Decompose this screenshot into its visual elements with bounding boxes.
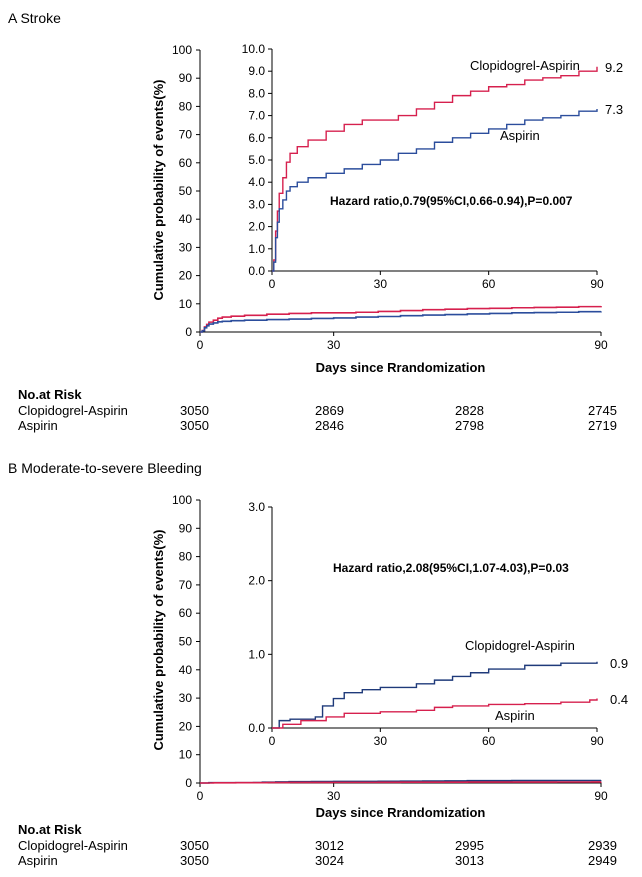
risk-value: 2949	[588, 853, 617, 868]
y-tick-label: 70	[179, 578, 193, 592]
series-end-value: 0.9	[610, 656, 628, 671]
series-label: Clopidogrel-Aspirin	[470, 58, 580, 73]
risk-value: 3012	[315, 838, 344, 853]
y-tick-label: 40	[179, 212, 193, 226]
inset-y-tick-label: 2.0	[248, 220, 265, 234]
inset-y-tick-label: 6.0	[248, 131, 265, 145]
y-tick-label: 100	[172, 493, 192, 507]
panel-a-title: A Stroke	[8, 10, 61, 26]
y-tick-label: 20	[179, 719, 193, 733]
risk-value: 2828	[455, 403, 484, 418]
y-tick-label: 20	[179, 269, 193, 283]
risk-row-label: Aspirin	[18, 853, 58, 868]
y-tick-label: 70	[179, 128, 193, 142]
inset-y-tick-label: 3.0	[248, 197, 265, 211]
x-tick-label: 0	[197, 789, 204, 803]
risk-value: 3050	[180, 838, 209, 853]
risk-value: 3013	[455, 853, 484, 868]
series-line-inset	[272, 108, 598, 272]
x-axis-label: Days since Rrandomization	[316, 805, 486, 820]
inset-x-tick-label: 90	[590, 277, 604, 291]
inset-y-tick-label: 9.0	[248, 64, 265, 78]
series-line-inset	[272, 66, 598, 272]
inset-x-tick-label: 0	[269, 734, 276, 748]
y-tick-label: 90	[179, 521, 193, 535]
risk-value: 2719	[588, 418, 617, 433]
risk-value: 3050	[180, 403, 209, 418]
inset-y-tick-label: 8.0	[248, 86, 265, 100]
y-tick-label: 90	[179, 71, 193, 85]
inset-x-tick-label: 0	[269, 277, 276, 291]
risk-value: 2939	[588, 838, 617, 853]
risk-value: 2846	[315, 418, 344, 433]
y-tick-label: 50	[179, 184, 193, 198]
series-end-value: 7.3	[605, 102, 623, 117]
y-tick-label: 60	[179, 156, 193, 170]
series-label: Clopidogrel-Aspirin	[465, 638, 575, 653]
risk-value: 3050	[180, 853, 209, 868]
series-end-value: 9.2	[605, 60, 623, 75]
inset-y-tick-label: 1.0	[248, 647, 265, 661]
risk-value: 2798	[455, 418, 484, 433]
y-axis-label: Cumulative probability of events(%)	[151, 529, 166, 750]
panel-b-title: B Moderate-to-severe Bleeding	[8, 460, 202, 476]
risk-value: 2995	[455, 838, 484, 853]
risk-table-header: No.at Risk	[18, 822, 82, 837]
y-tick-label: 30	[179, 691, 193, 705]
x-tick-label: 30	[327, 338, 341, 352]
inset-x-tick-label: 30	[374, 734, 388, 748]
risk-table-header: No.at Risk	[18, 387, 82, 402]
inset-y-tick-label: 4.0	[248, 175, 265, 189]
x-tick-label: 30	[327, 789, 341, 803]
inset-y-tick-label: 10.0	[242, 42, 266, 56]
risk-value: 2745	[588, 403, 617, 418]
hazard-ratio-annotation: Hazard ratio,2.08(95%CI,1.07-4.03),P=0.0…	[333, 561, 569, 575]
risk-value: 2869	[315, 403, 344, 418]
series-line-main	[200, 781, 602, 784]
y-tick-label: 100	[172, 43, 192, 57]
y-tick-label: 80	[179, 550, 193, 564]
y-tick-label: 10	[179, 297, 193, 311]
series-end-value: 0.4	[610, 692, 628, 707]
inset-x-tick-label: 60	[482, 734, 496, 748]
inset-y-tick-label: 0.0	[248, 721, 265, 735]
y-tick-label: 60	[179, 606, 193, 620]
series-line-inset	[272, 698, 598, 729]
bleeding-chart: 0 10 20 30 40 50 60 70 80 90 100 0 30 90 Days since Rr…	[151, 493, 628, 820]
risk-row-label: Clopidogrel-Aspirin	[18, 403, 128, 418]
inset-y-tick-label: 5.0	[248, 153, 265, 167]
inset-x-tick-label: 90	[590, 734, 604, 748]
risk-row-label: Aspirin	[18, 418, 58, 433]
series-label: Aspirin	[495, 708, 535, 723]
hazard-ratio-annotation: Hazard ratio,0.79(95%CI,0.66-0.94),P=0.0…	[330, 194, 573, 208]
risk-row-label: Clopidogrel-Aspirin	[18, 838, 128, 853]
inset-y-tick-label: 0.0	[248, 264, 265, 278]
x-tick-label: 90	[594, 338, 608, 352]
inset-x-tick-label: 60	[482, 277, 496, 291]
series-line-main	[200, 310, 602, 333]
y-tick-label: 80	[179, 99, 193, 113]
stroke-chart: 0 10 20 30 40 50 60 70 80 90 100 0 30 90 Days since Rr…	[151, 42, 623, 375]
x-tick-label: 0	[197, 338, 204, 352]
inset-y-tick-label: 2.0	[248, 574, 265, 588]
inset-x-tick-label: 30	[374, 277, 388, 291]
risk-value: 3050	[180, 418, 209, 433]
x-axis-label: Days since Rrandomization	[316, 360, 486, 375]
y-tick-label: 0	[185, 776, 192, 790]
y-tick-label: 10	[179, 748, 193, 762]
y-tick-label: 50	[179, 635, 193, 649]
y-tick-label: 30	[179, 240, 193, 254]
series-line-main	[200, 305, 602, 333]
risk-value: 3024	[315, 853, 344, 868]
x-tick-label: 90	[594, 789, 608, 803]
y-tick-label: 0	[185, 325, 192, 339]
y-tick-label: 40	[179, 663, 193, 677]
inset-y-tick-label: 7.0	[248, 109, 265, 123]
y-axis-label: Cumulative probability of events(%)	[151, 79, 166, 300]
inset-y-tick-label: 3.0	[248, 500, 265, 514]
series-line-inset	[272, 661, 598, 729]
series-label: Aspirin	[500, 128, 540, 143]
inset-y-tick-label: 1.0	[248, 242, 265, 256]
